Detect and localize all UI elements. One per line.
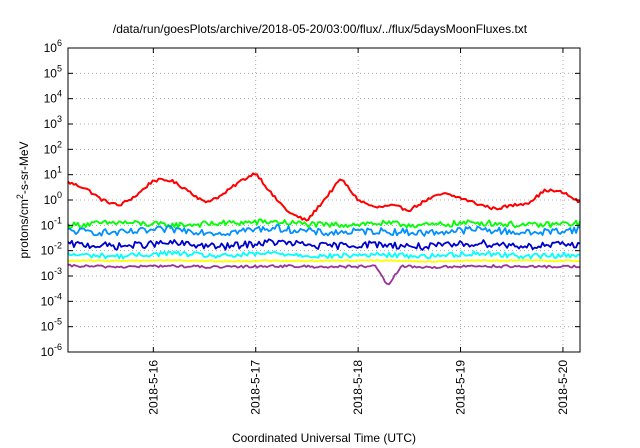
series-line-4 <box>67 238 581 251</box>
series-line-3 <box>68 224 581 237</box>
y-tick-label: 106 <box>44 38 62 55</box>
x-tick-label: 2018-5-20 <box>556 360 570 415</box>
y-tick-label: 102 <box>44 139 62 156</box>
series-line-2 <box>67 218 581 230</box>
y-tick-label: 104 <box>44 89 62 106</box>
y-tick-label: 105 <box>44 63 62 80</box>
x-tick-label: 2018-5-18 <box>351 360 365 415</box>
y-tick-label: 103 <box>44 114 62 131</box>
x-tick-label: 2018-5-19 <box>454 360 468 415</box>
chart-title: /data/run/goesPlots/archive/2018-05-20/0… <box>113 22 528 36</box>
series-layer <box>67 172 581 286</box>
y-axis-label: protons/cm2-s-sr-MeV <box>15 141 31 258</box>
series-line-1 <box>67 172 581 222</box>
y-tick-label: 10-3 <box>41 266 62 283</box>
series-line-5 <box>67 250 581 260</box>
y-tick-label: 10-2 <box>41 241 62 258</box>
x-axis-ticks: 2018-5-16 2018-5-17 2018-5-18 2018-5-19 2018… <box>146 48 570 415</box>
y-tick-label: 10-6 <box>41 342 62 359</box>
series-line-7 <box>67 263 581 286</box>
y-tick-label: 10-4 <box>41 291 62 308</box>
x-tick-label: 2018-5-17 <box>249 360 263 415</box>
x-axis-label: Coordinated Universal Time (UTC) <box>232 431 416 445</box>
y-tick-label: 10-5 <box>41 317 62 334</box>
y-tick-label: 100 <box>44 190 62 207</box>
y-axis-ticks: 10-6 10-5 10-4 10-3 10-2 10-1 100 101 102 103 104 1… <box>41 38 580 359</box>
x-tick-label: 2018-5-16 <box>146 360 160 415</box>
y-tick-label: 101 <box>44 165 62 182</box>
series-line-6 <box>67 258 580 263</box>
y-tick-label: 10-1 <box>41 215 62 232</box>
